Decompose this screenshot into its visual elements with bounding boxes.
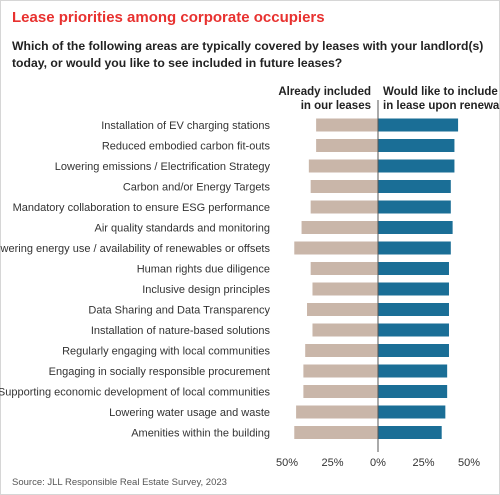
x-tick-label: 25% (412, 457, 434, 469)
category-label: Lowering emissions / Electrification Str… (55, 161, 271, 173)
bar-would-like (378, 323, 449, 337)
survey-question: Which of the following areas are typical… (12, 39, 484, 70)
category-label: Supporting economic development of local… (0, 387, 270, 399)
bar-already-included (303, 385, 378, 398)
x-tick-label: 50% (458, 457, 480, 469)
category-label: Mandatory collaboration to ensure ESG pe… (13, 202, 270, 214)
bar-already-included (296, 405, 378, 419)
x-tick-label: 25% (321, 457, 343, 469)
bar-would-like (378, 385, 448, 398)
bar-already-included (294, 426, 378, 439)
bar-already-included (316, 139, 378, 152)
category-label: Air quality standards and monitoring (95, 223, 270, 235)
bar-would-like (378, 139, 455, 152)
bar-would-like (378, 426, 442, 439)
category-label: Human rights due diligence (137, 264, 270, 276)
bar-would-like (378, 262, 449, 275)
bar-already-included (312, 323, 378, 337)
bar-already-included (301, 221, 378, 234)
bar-would-like (378, 221, 453, 234)
header-already-included: Already included in our leases (278, 85, 371, 113)
source-note: Source: JLL Responsible Real Estate Surv… (12, 477, 227, 488)
bar-already-included (310, 200, 378, 214)
category-label: Installation of nature-based solutions (91, 325, 271, 337)
bar-would-like (378, 241, 451, 255)
bar-would-like (378, 118, 459, 132)
category-label: Regularly engaging with local communitie… (62, 346, 270, 358)
category-label: Reduced embodied carbon fit-outs (102, 141, 271, 153)
category-label: Data Sharing and Data Transparency (88, 305, 270, 317)
x-tick-label: 50% (276, 457, 298, 469)
category-label: Carbon and/or Energy Targets (123, 182, 271, 194)
chart-title: Lease priorities among corporate occupie… (12, 9, 325, 26)
bar-would-like (378, 159, 455, 173)
category-label: Installation of EV charging stations (101, 120, 270, 132)
header-would-like-line1: Would like to include (383, 86, 498, 98)
bar-would-like (378, 303, 449, 316)
bar-already-included (294, 241, 378, 255)
category-label: Inclusive design principles (142, 284, 270, 296)
bar-would-like (378, 344, 449, 357)
bar-already-included (310, 262, 378, 275)
bar-would-like (378, 180, 451, 193)
bar-already-included (308, 159, 378, 173)
bar-already-included (305, 344, 378, 357)
bar-already-included (310, 180, 378, 193)
bar-would-like (378, 200, 451, 214)
category-label: Amenities within the building (131, 428, 270, 440)
bar-would-like (378, 364, 448, 378)
bar-would-like (378, 282, 449, 296)
bar-already-included (303, 364, 378, 378)
header-would-like-line2: in lease upon renewal (383, 100, 500, 112)
category-label: Engaging in socially responsible procure… (49, 366, 270, 378)
bar-would-like (378, 405, 446, 419)
header-would-like: Would like to include in lease upon rene… (383, 85, 500, 113)
bar-already-included (316, 118, 378, 132)
header-already-included-line1: Already included (278, 86, 371, 98)
bar-already-included (312, 282, 378, 296)
bar-already-included (307, 303, 378, 316)
header-already-included-line2: in our leases (300, 100, 371, 112)
category-label: Lowering water usage and waste (109, 407, 270, 419)
category-label: Lowering energy use / availability of re… (0, 243, 270, 255)
x-tick-label: 0% (370, 457, 386, 469)
